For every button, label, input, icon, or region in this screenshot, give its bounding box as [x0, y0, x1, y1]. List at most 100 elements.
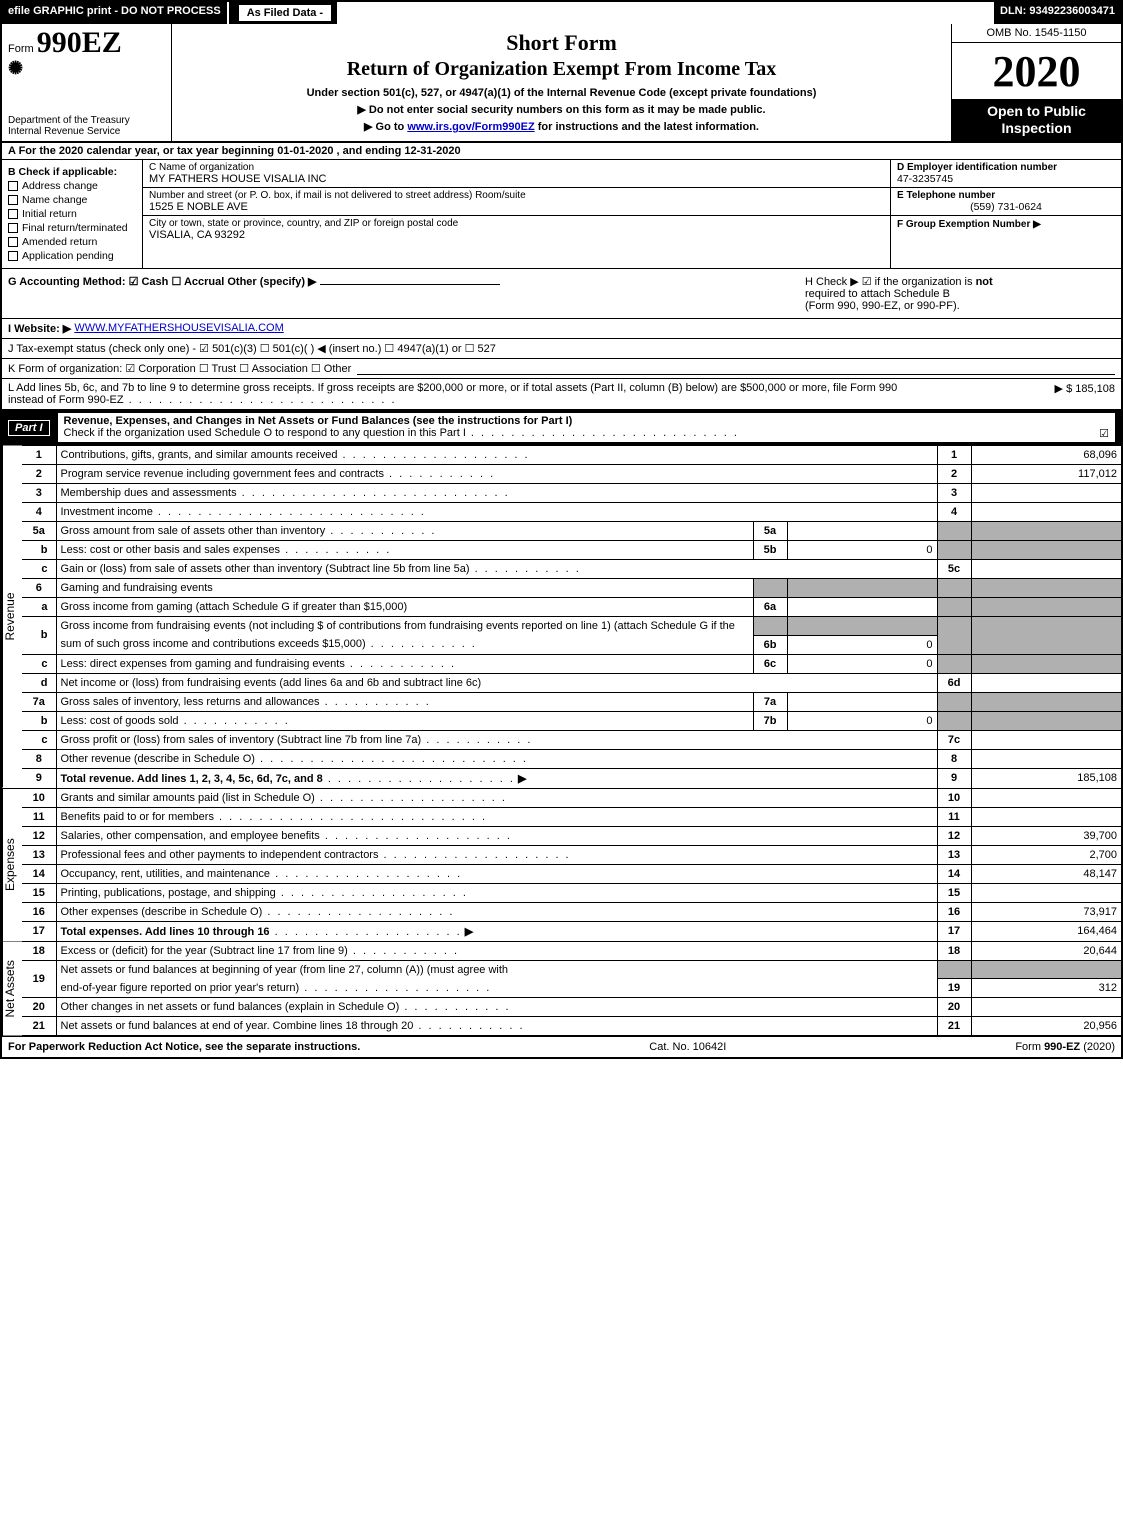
omb-number: OMB No. 1545-1150 — [952, 24, 1121, 43]
line-10: 10Grants and similar amounts paid (list … — [22, 789, 1121, 808]
line-5c: cGain or (loss) from sale of assets othe… — [22, 560, 1121, 579]
topbar-spacer — [337, 2, 994, 24]
c-city-lbl: City or town, state or province, country… — [149, 218, 884, 229]
d-val: 47-3235745 — [897, 173, 1115, 185]
line-21: 21Net assets or fund balances at end of … — [22, 1017, 1121, 1036]
c-name: C Name of organization MY FATHERS HOUSE … — [143, 160, 890, 188]
expenses-block: Expenses 10Grants and similar amounts pa… — [2, 789, 1121, 942]
line-19-2: end-of-year figure reported on prior yea… — [22, 979, 1121, 998]
header-right: OMB No. 1545-1150 2020 Open to Public In… — [951, 24, 1121, 141]
line-7b: bLess: cost of goods sold7b0 — [22, 711, 1121, 730]
header-mid: Short Form Return of Organization Exempt… — [172, 24, 951, 141]
row-j-tax-exempt: J Tax-exempt status (check only one) - ☑… — [2, 339, 1121, 359]
sub3-pre: ▶ Go to — [364, 121, 407, 133]
c-addr-val: 1525 E NOBLE AVE — [149, 201, 884, 213]
j-text: J Tax-exempt status (check only one) - ☑… — [8, 342, 496, 355]
revenue-table: 1Contributions, gifts, grants, and simil… — [22, 446, 1121, 788]
part1-title: Revenue, Expenses, and Changes in Net As… — [64, 415, 573, 427]
row-gh: G Accounting Method: ☑ Cash ☐ Accrual Ot… — [2, 269, 1121, 319]
expenses-table: 10Grants and similar amounts paid (list … — [22, 789, 1121, 941]
title-short-form: Short Form — [180, 30, 943, 56]
line-5a: 5aGross amount from sale of assets other… — [22, 522, 1121, 541]
line-5b: bLess: cost or other basis and sales exp… — [22, 541, 1121, 560]
efile-topbar: efile GRAPHIC print - DO NOT PROCESS As … — [2, 2, 1121, 24]
row-l-gross-receipts: L Add lines 5b, 6c, and 7b to line 9 to … — [2, 379, 1121, 410]
chk-initial-return[interactable]: Initial return — [8, 208, 136, 220]
g-accounting: G Accounting Method: ☑ Cash ☐ Accrual Ot… — [8, 275, 500, 312]
h-line2: required to attach Schedule B — [805, 288, 950, 300]
subtitle-3: ▶ Go to www.irs.gov/Form990EZ for instru… — [180, 120, 943, 133]
d-lbl: D Employer identification number — [897, 162, 1115, 173]
side-netassets: Net Assets — [2, 942, 22, 1036]
part1-header-row: Part I Revenue, Expenses, and Changes in… — [2, 410, 1121, 446]
k-blank — [357, 362, 1115, 375]
line-6: 6Gaming and fundraising events — [22, 579, 1121, 598]
line-15: 15Printing, publications, postage, and s… — [22, 883, 1121, 902]
form-number: 990EZ — [37, 28, 122, 58]
line-6b-1: bGross income from fundraising events (n… — [22, 617, 1121, 636]
c-name-val: MY FATHERS HOUSE VISALIA INC — [149, 173, 884, 185]
k-text: K Form of organization: ☑ Corporation ☐ … — [8, 362, 351, 375]
topbar-mid: As Filed Data - — [229, 2, 337, 24]
title-return: Return of Organization Exempt From Incom… — [180, 58, 943, 81]
f-lbl: F Group Exemption Number ▶ — [897, 219, 1041, 230]
line-14: 14Occupancy, rent, utilities, and mainte… — [22, 864, 1121, 883]
line-8: 8Other revenue (describe in Schedule O)8 — [22, 749, 1121, 768]
chk-application-pending[interactable]: Application pending — [8, 250, 136, 262]
l-amount: ▶ $ 185,108 — [1055, 382, 1115, 406]
part1-header: Part I Revenue, Expenses, and Changes in… — [2, 410, 1121, 445]
chk-amended-return[interactable]: Amended return — [8, 236, 136, 248]
l-text: L Add lines 5b, 6c, and 7b to line 9 to … — [8, 382, 908, 406]
page-footer: For Paperwork Reduction Act Notice, see … — [2, 1037, 1121, 1057]
line-4: 4Investment income4 — [22, 503, 1121, 522]
dept-block: Department of the Treasury Internal Reve… — [8, 115, 165, 137]
topbar-left: efile GRAPHIC print - DO NOT PROCESS — [2, 2, 229, 24]
h-pre: H Check ▶ ☑ if the organization is — [805, 276, 976, 288]
form-990ez-page: efile GRAPHIC print - DO NOT PROCESS As … — [0, 0, 1123, 1059]
g-blank[interactable] — [320, 284, 500, 285]
line-6d: dNet income or (loss) from fundraising e… — [22, 673, 1121, 692]
dept-line1: Department of the Treasury — [8, 115, 165, 126]
c-city-val: VISALIA, CA 93292 — [149, 229, 884, 241]
g-text: G Accounting Method: ☑ Cash ☐ Accrual Ot… — [8, 276, 317, 288]
chk-name-change[interactable]: Name change — [8, 194, 136, 206]
e-val: (559) 731-0624 — [897, 201, 1115, 213]
open-line1: Open to Public — [954, 103, 1119, 120]
irs-link[interactable]: www.irs.gov/Form990EZ — [407, 121, 534, 133]
e-phone: E Telephone number (559) 731-0624 — [891, 188, 1121, 216]
part1-checknote-box[interactable]: ☑ — [1099, 427, 1109, 440]
b-header: B Check if applicable: — [8, 166, 136, 178]
line-7c: cGross profit or (loss) from sales of in… — [22, 730, 1121, 749]
section-def: D Employer identification number 47-3235… — [891, 160, 1121, 268]
form-header: Form 990EZ ✺ Department of the Treasury … — [2, 24, 1121, 143]
chk-address-change[interactable]: Address change — [8, 180, 136, 192]
line-9: 9Total revenue. Add lines 1, 2, 3, 4, 5c… — [22, 768, 1121, 788]
line-6a: aGross income from gaming (attach Schedu… — [22, 598, 1121, 617]
revenue-block: Revenue 1Contributions, gifts, grants, a… — [2, 446, 1121, 789]
f-group: F Group Exemption Number ▶ — [891, 216, 1121, 232]
side-expenses: Expenses — [2, 789, 22, 941]
row-i-website: I Website: ▶ WWW.MYFATHERSHOUSEVISALIA.C… — [2, 319, 1121, 339]
tax-year: 2020 — [952, 43, 1121, 99]
netassets-table: 18Excess or (deficit) for the year (Subt… — [22, 942, 1121, 1036]
part1-checknote: Check if the organization used Schedule … — [64, 427, 466, 439]
website-link[interactable]: WWW.MYFATHERSHOUSEVISALIA.COM — [74, 322, 283, 335]
line-19-1: 19Net assets or fund balances at beginni… — [22, 960, 1121, 979]
topbar-dln: DLN: 93492236003471 — [994, 2, 1121, 24]
sub3-post: for instructions and the latest informat… — [535, 121, 759, 133]
c-addr-lbl: Number and street (or P. O. box, if mail… — [149, 190, 884, 201]
line-1: 1Contributions, gifts, grants, and simil… — [22, 446, 1121, 465]
row-a-tax-year: A For the 2020 calendar year, or tax yea… — [2, 143, 1121, 160]
open-to-public: Open to Public Inspection — [952, 99, 1121, 141]
line-7a: 7aGross sales of inventory, less returns… — [22, 692, 1121, 711]
open-line2: Inspection — [954, 120, 1119, 137]
e-lbl: E Telephone number — [897, 190, 1115, 201]
row-k-form-org: K Form of organization: ☑ Corporation ☐ … — [2, 359, 1121, 379]
chk-final-return[interactable]: Final return/terminated — [8, 222, 136, 234]
form-prefix: Form — [8, 43, 34, 55]
footer-mid: Cat. No. 10642I — [649, 1041, 726, 1053]
h-line3: (Form 990, 990-EZ, or 990-PF). — [805, 300, 960, 312]
line-17: 17Total expenses. Add lines 10 through 1… — [22, 921, 1121, 941]
c-city: City or town, state or province, country… — [143, 216, 890, 243]
side-revenue: Revenue — [2, 446, 22, 788]
